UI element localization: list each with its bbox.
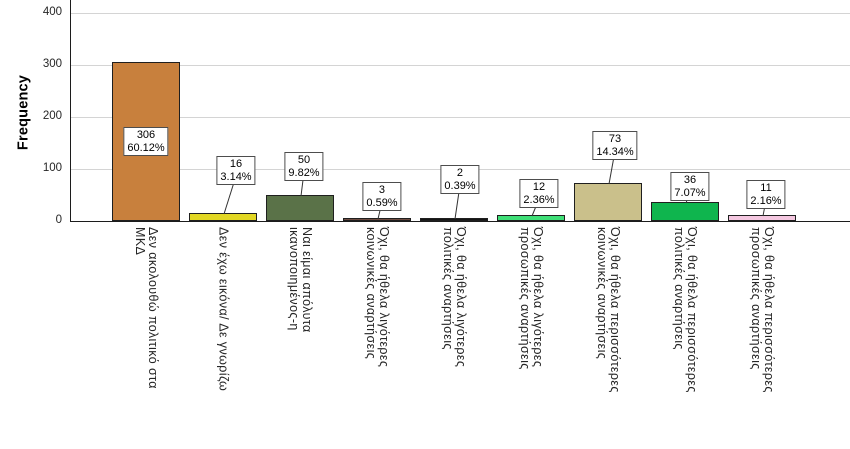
callout-count: 11: [760, 182, 772, 194]
bar: [728, 215, 796, 221]
callout-percent: 3.14%: [220, 171, 252, 183]
category-label: Ναι είμαι απόλυτα ικανοποιημένος-η: [287, 227, 314, 333]
callout-count: 3: [378, 184, 386, 196]
bar-value-callout: 2 0.39%: [440, 165, 480, 194]
callout-percent: 0.59%: [366, 197, 398, 209]
callout-count: 73: [608, 133, 622, 145]
category-label: Δεν ακολουθώ πολιτικό στα ΜΚΔ: [133, 227, 160, 389]
x-axis-line: [70, 221, 850, 222]
category-label: Όχι, θα ήθελα λιγότερες κοινωνικές αναρτ…: [364, 227, 391, 368]
callout-count: 2: [456, 167, 464, 179]
callout-percent: 2.36%: [523, 194, 555, 206]
callout-count: 12: [532, 181, 546, 193]
category-label: Δεν έχω εικόνα/ Δε γνωρίζω: [216, 227, 231, 392]
gridline: [71, 13, 850, 14]
callout-count: 306: [136, 129, 156, 141]
bar: [420, 218, 488, 221]
bar-value-callout: 36 7.07%: [670, 172, 710, 201]
callout-count: 16: [229, 158, 243, 170]
category-label: Όχι, θα ήθελα περισσότερες πολιτικές ανα…: [672, 227, 699, 393]
callout-percent: 7.07%: [674, 187, 706, 199]
bar-value-callout: 50 9.82%: [284, 152, 324, 181]
category-label: Όχι, θα ήθελα λιγότερες προσωπικές αναρτ…: [518, 227, 545, 370]
gridline: [71, 65, 850, 66]
bar-value-callout: 306 60.12%: [123, 127, 169, 156]
y-tick-label: 200: [42, 110, 62, 122]
bar-value-callout: 3 0.59%: [362, 182, 402, 211]
callout-percent: 60.12%: [127, 142, 165, 154]
y-tick-label: 400: [42, 6, 62, 18]
callout-count: 36: [683, 174, 697, 186]
y-tick-label: 100: [42, 162, 62, 174]
bar: [574, 183, 642, 221]
category-label: Όχι, θα ήθελα περισσότερες προσωπικές αν…: [749, 227, 776, 393]
callout-percent: 9.82%: [288, 167, 320, 179]
bar: [343, 218, 411, 221]
y-tick-label: 300: [42, 58, 62, 70]
bar: [189, 213, 257, 221]
callout-percent: 14.34%: [596, 146, 634, 158]
bar-value-callout: 16 3.14%: [216, 156, 256, 185]
y-axis-line: [70, 0, 71, 222]
gridline: [71, 117, 850, 118]
y-tick-label: 0: [55, 214, 62, 226]
callout-count: 50: [297, 154, 311, 166]
bar-value-callout: 73 14.34%: [592, 131, 638, 160]
category-label: Όχι, θα ήθελα περισσότερες κοινωνικές αν…: [595, 227, 622, 393]
callout-percent: 2.16%: [750, 195, 782, 207]
category-label: Όχι, θα ήθελα λιγότερες πολιτικές αναρτή…: [441, 227, 468, 368]
bar-value-callout: 12 2.36%: [519, 179, 559, 208]
bar-value-callout: 11 2.16%: [746, 180, 786, 209]
bar: [497, 215, 565, 221]
bar: [651, 202, 719, 221]
callout-percent: 0.39%: [444, 180, 476, 192]
bar: [266, 195, 334, 221]
